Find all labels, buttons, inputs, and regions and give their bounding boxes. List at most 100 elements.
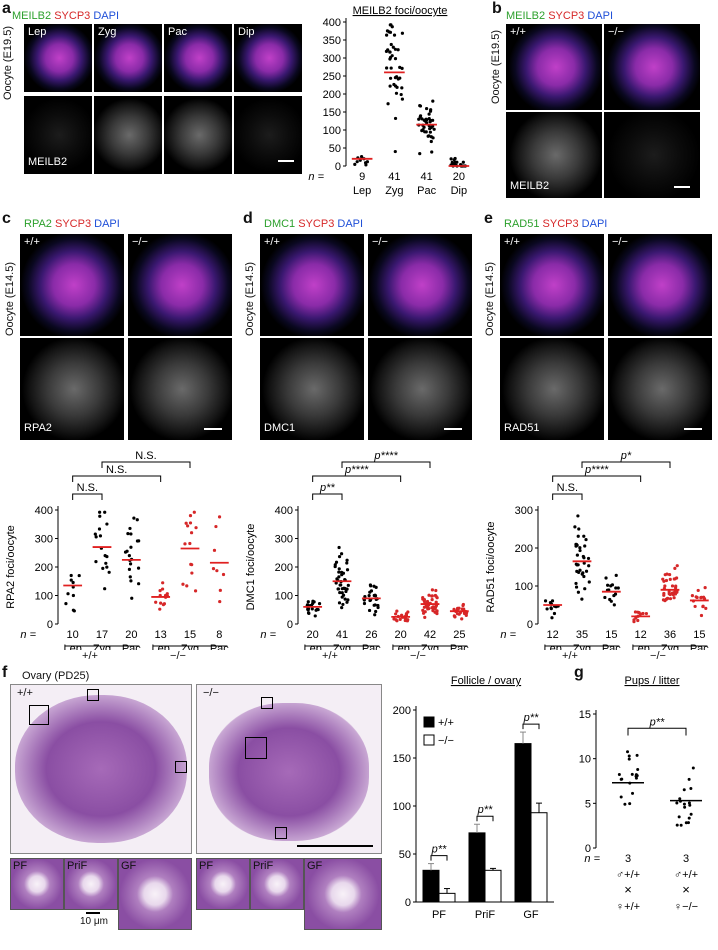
data-point — [623, 802, 627, 806]
y-tick-label: 0 — [585, 843, 591, 855]
data-point — [190, 563, 194, 567]
n-value: 12 — [547, 629, 559, 641]
genotype-label: −/− — [132, 236, 148, 248]
y-tick-label: 0 — [405, 897, 411, 909]
data-point — [392, 617, 396, 621]
n-value: 25 — [453, 629, 465, 641]
data-point — [93, 532, 97, 536]
genotype-label: −/− — [203, 687, 219, 699]
legend-label: −/− — [438, 735, 454, 747]
genotype-label: −/− — [372, 236, 388, 248]
zoom-prif-wt: PriF — [64, 858, 118, 910]
y-tick-label: 200 — [35, 562, 53, 574]
n-value: 41 — [388, 171, 400, 183]
chart-title: MEILB2 foci/oocyte — [353, 5, 448, 17]
zoom-box — [175, 761, 187, 773]
data-point — [129, 532, 133, 536]
data-point — [355, 160, 359, 164]
data-point — [431, 609, 435, 613]
data-point — [418, 115, 422, 119]
data-point — [608, 597, 612, 602]
panel-e-side-label: Oocyte (E14.5) — [484, 262, 496, 336]
data-point — [337, 601, 342, 605]
data-point — [345, 587, 349, 591]
n-value: 15 — [693, 629, 705, 641]
data-point — [426, 606, 430, 610]
stain-red: SYCP3 — [548, 10, 585, 22]
data-point — [461, 160, 465, 164]
data-point — [427, 593, 431, 597]
micrograph-a-pac: Pac — [164, 24, 232, 92]
data-point — [677, 815, 681, 819]
stain-green: MEILB2 — [12, 10, 52, 22]
data-point — [666, 596, 670, 600]
data-point — [188, 521, 193, 525]
data-point — [98, 514, 102, 518]
data-point — [123, 550, 128, 554]
genotype-label: +/+ — [24, 236, 40, 248]
gray-e-ko — [608, 338, 712, 440]
y-tick-label: 350 — [323, 35, 341, 47]
x-tick-label: PF — [432, 909, 446, 921]
data-point — [393, 84, 398, 88]
micrograph-c-wt: +/+ — [20, 234, 124, 336]
data-point — [668, 597, 673, 601]
chart-title: Pups / litter — [624, 675, 679, 687]
data-point — [400, 97, 405, 101]
data-point — [614, 573, 618, 577]
n-value: 26 — [365, 629, 377, 641]
data-point — [338, 590, 342, 595]
data-point — [190, 571, 194, 575]
panel-b-stain-header: MEILB2 SYCP3 DAPI — [506, 10, 613, 22]
stage-label: Lep — [28, 26, 47, 38]
data-point — [396, 77, 400, 81]
gray-b-wt: MEILB2 — [506, 112, 602, 198]
data-point — [396, 48, 400, 52]
y-tick-label: 400 — [323, 17, 341, 29]
data-point — [132, 516, 136, 520]
gray-label: RAD51 — [504, 422, 540, 434]
data-point — [341, 593, 346, 597]
gray-d-wt: DMC1 — [260, 338, 364, 440]
data-point — [392, 33, 397, 37]
data-point — [675, 801, 679, 805]
n-value: 42 — [424, 629, 436, 641]
zoom-box — [245, 737, 267, 759]
data-point — [313, 614, 317, 618]
data-point — [603, 595, 607, 600]
data-point — [627, 757, 631, 761]
micrograph-a-zyg: Zyg — [94, 24, 162, 92]
y-tick-label: 100 — [35, 591, 53, 603]
y-tick-label: 300 — [275, 534, 293, 546]
data-point — [128, 526, 132, 531]
data-point — [388, 76, 393, 80]
data-point — [417, 117, 421, 121]
data-point — [333, 563, 337, 567]
stain-blue: DAPI — [93, 10, 120, 22]
scale-bar — [674, 186, 690, 188]
stain-red: SYCP3 — [54, 218, 92, 230]
data-point — [433, 606, 437, 611]
zoom-pf-wt: PF — [10, 858, 64, 910]
data-point — [341, 602, 345, 607]
data-point — [550, 616, 554, 620]
data-point — [423, 615, 427, 620]
data-point — [126, 531, 130, 536]
data-point — [128, 575, 132, 579]
data-point — [388, 55, 393, 60]
panel-c-side-label: Oocyte (E14.5) — [4, 262, 16, 336]
x-tick-label: Pac — [417, 185, 436, 197]
gray-label: MEILB2 — [28, 156, 68, 168]
data-point — [578, 548, 582, 553]
panel-e-stain-header: RAD51 SYCP3 DAPI — [504, 218, 607, 230]
data-point — [400, 66, 404, 70]
genotype-label-d-ko: −/− — [410, 650, 426, 662]
data-point — [619, 795, 623, 799]
data-point — [336, 587, 340, 591]
genotype-label-d-wt: +/+ — [322, 650, 338, 662]
micrograph-c-ko: −/− — [128, 234, 232, 336]
data-point — [345, 561, 349, 565]
gray-e-wt: RAD51 — [500, 338, 604, 440]
panel-d-side-label: Oocyte (E14.5) — [244, 262, 256, 336]
data-point — [340, 573, 344, 577]
